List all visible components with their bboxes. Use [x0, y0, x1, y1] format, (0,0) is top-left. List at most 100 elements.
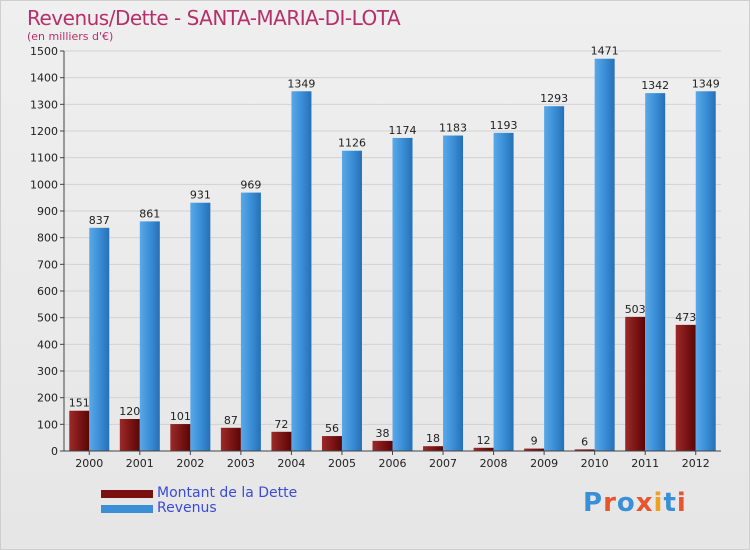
x-tick-label: 2006 — [379, 457, 407, 470]
bar-revenus — [695, 91, 716, 452]
y-tick-label: 1000 — [30, 178, 58, 191]
legend-swatch-dette — [101, 490, 153, 498]
logo-letter: r — [603, 488, 617, 518]
bar-dette — [321, 436, 342, 451]
bar-revenus — [341, 150, 362, 451]
bar-revenus — [89, 227, 110, 451]
bar-revenus — [139, 221, 160, 451]
x-tick-label: 2002 — [176, 457, 204, 470]
data-label-revenus: 861 — [139, 207, 160, 220]
proxiti-logo: Proxiti — [583, 488, 687, 518]
logo-letter: P — [583, 488, 604, 518]
bar-dette — [170, 424, 191, 451]
bar-chart: 0 100 200 300 400 500 600 700 800 900 1000 1100 1200… — [30, 45, 721, 470]
data-label-dette: 72 — [274, 418, 288, 431]
data-label-dette: 473 — [675, 311, 696, 324]
legend-label-revenus: Revenus — [157, 500, 217, 516]
y-tick-label: 100 — [37, 418, 58, 431]
x-tick-label: 2009 — [530, 457, 558, 470]
bar-dette — [524, 448, 545, 451]
x-tick-label: 2010 — [581, 457, 609, 470]
legend-swatch-revenus — [101, 505, 153, 513]
data-label-revenus: 1293 — [540, 92, 568, 105]
bar-revenus — [594, 58, 615, 451]
bar-dette — [625, 316, 646, 451]
data-label-dette: 87 — [224, 414, 238, 427]
logo-letter: i — [676, 488, 687, 518]
bar-dette — [473, 447, 494, 451]
bar-revenus — [544, 106, 565, 451]
y-tick-label: 800 — [37, 232, 58, 245]
bar-dette — [119, 419, 140, 451]
logo-letter: x — [635, 488, 654, 518]
y-tick-label: 900 — [37, 205, 58, 218]
data-label-revenus: 1349 — [692, 77, 720, 90]
data-label-revenus: 1342 — [641, 79, 669, 92]
data-label-dette: 38 — [376, 427, 390, 440]
y-tick-label: 0 — [51, 445, 58, 458]
data-label-dette: 56 — [325, 422, 339, 435]
data-label-revenus: 931 — [190, 189, 211, 202]
data-label-dette: 151 — [69, 397, 90, 410]
bar-revenus — [493, 132, 514, 451]
bar-revenus — [240, 192, 261, 451]
y-tick-label: 200 — [37, 392, 58, 405]
x-tick-label: 2000 — [75, 457, 103, 470]
bar-dette — [675, 324, 696, 451]
y-tick-label: 600 — [37, 285, 58, 298]
bar-revenus — [190, 202, 211, 451]
data-label-dette: 101 — [170, 410, 191, 423]
legend-label-dette: Montant de la Dette — [157, 485, 298, 501]
data-label-revenus: 837 — [89, 214, 110, 227]
data-label-dette: 503 — [625, 303, 646, 316]
bar-revenus — [443, 135, 464, 452]
bar-dette — [69, 410, 90, 451]
x-tick-label: 2005 — [328, 457, 356, 470]
y-tick-label: 1400 — [30, 72, 58, 85]
chart-title: Revenus/Dette - SANTA-MARIA-DI-LOTA — [27, 6, 401, 30]
x-tick-label: 2007 — [429, 457, 457, 470]
data-label-dette: 6 — [581, 435, 588, 448]
y-axis: 0 100 200 300 400 500 600 700 800 900 1000 1100 1200… — [30, 45, 65, 458]
y-tick-label: 1300 — [30, 98, 58, 111]
y-tick-label: 700 — [37, 258, 58, 271]
chart-subtitle: (en milliers d'€) — [27, 30, 114, 43]
y-tick-label: 300 — [37, 365, 58, 378]
data-label-dette: 120 — [119, 405, 140, 418]
y-tick-label: 500 — [37, 312, 58, 325]
data-label-revenus: 1193 — [490, 119, 518, 132]
data-label-revenus: 1174 — [389, 124, 417, 137]
data-label-revenus: 1471 — [591, 45, 619, 58]
bar-revenus — [645, 93, 666, 451]
x-tick-label: 2008 — [480, 457, 508, 470]
bars-group: 151 837 120 861 101 931 87 969 72 1349 56 1126 38 117… — [69, 45, 720, 452]
data-label-revenus: 1349 — [287, 77, 315, 90]
bar-dette — [574, 449, 595, 451]
data-label-dette: 12 — [477, 434, 491, 447]
x-tick-label: 2011 — [631, 457, 659, 470]
bar-dette — [220, 427, 241, 451]
bar-dette — [423, 446, 444, 451]
data-label-revenus: 1126 — [338, 137, 366, 150]
x-tick-label: 2003 — [227, 457, 255, 470]
logo-letter: i — [653, 488, 664, 518]
y-tick-label: 1200 — [30, 125, 58, 138]
bar-revenus — [392, 137, 413, 451]
data-label-dette: 9 — [531, 435, 538, 448]
bar-revenus — [291, 91, 312, 452]
data-label-dette: 18 — [426, 432, 440, 445]
logo-letter: t — [663, 488, 677, 518]
x-tick-label: 2004 — [277, 457, 305, 470]
y-tick-label: 1500 — [30, 45, 58, 58]
bar-dette — [271, 431, 292, 451]
x-axis: 2000 2001 2002 2003 2004 2005 2006 2007 2008 2009… — [64, 450, 721, 470]
bar-dette — [372, 440, 393, 451]
data-label-revenus: 969 — [240, 179, 261, 192]
y-tick-label: 1100 — [30, 152, 58, 165]
data-label-revenus: 1183 — [439, 122, 467, 135]
x-tick-label: 2012 — [682, 457, 710, 470]
logo-letter: o — [616, 488, 636, 518]
x-tick-label: 2001 — [126, 457, 154, 470]
y-tick-label: 400 — [37, 338, 58, 351]
